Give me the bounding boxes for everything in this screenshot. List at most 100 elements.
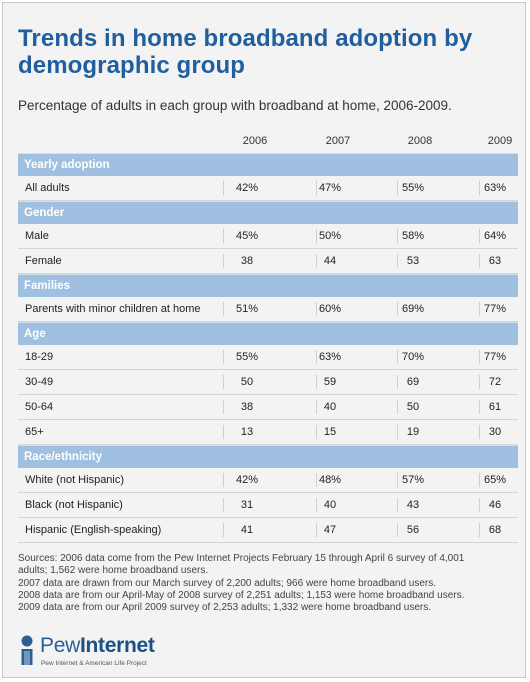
column-divider (397, 498, 398, 512)
column-divider (316, 302, 317, 316)
column-divider (479, 229, 480, 243)
table-cell-value: 31 (240, 499, 254, 511)
table-cell-value: 65% (483, 474, 507, 486)
column-header-year: 2009 (487, 135, 513, 147)
logo-tagline: Pew Internet & American Life Project (41, 660, 147, 667)
table-cell-value: 38 (240, 401, 254, 413)
column-divider (223, 375, 224, 389)
table-cell-value: 64% (483, 230, 507, 242)
table-cell-value: 68 (488, 524, 502, 536)
sources-note: Sources: 2006 data come from the Pew Int… (18, 553, 518, 614)
data-table: 2006 2007 2008 2009 Yearly adoption All adul… (18, 131, 518, 543)
table-cell-value: 38 (240, 255, 254, 267)
section-heading: Age (18, 322, 518, 345)
column-divider (223, 425, 224, 439)
logo-word-internet: Internet (79, 634, 155, 657)
table-cell-value: 61 (488, 401, 502, 413)
section-heading: Race/ethnicity (18, 445, 518, 468)
table-cell-value: 51% (235, 303, 259, 315)
table-body: Yearly adoption All adults 42% 47% 55% 63% Gen… (18, 153, 518, 543)
table-cell-value: 30 (488, 426, 502, 438)
column-divider (316, 229, 317, 243)
pew-internet-logo: PewInternet Pew Internet & American Life… (16, 631, 236, 671)
table-cell-value: 19 (406, 426, 420, 438)
table-cell-value: 15 (323, 426, 337, 438)
column-divider (397, 181, 398, 195)
section-heading: Families (18, 274, 518, 297)
row-label: 65+ (25, 426, 44, 438)
source-line: 2007 data are drawn from our March surve… (18, 577, 437, 589)
column-divider (479, 375, 480, 389)
source-line: 2009 data are from our April 2009 survey… (18, 602, 432, 614)
column-divider (223, 302, 224, 316)
column-divider (397, 375, 398, 389)
table-cell-value: 48% (318, 474, 342, 486)
table-row: 65+ 13 15 19 30 (18, 420, 518, 445)
table-cell-value: 42% (235, 474, 259, 486)
column-divider (479, 302, 480, 316)
column-divider (397, 425, 398, 439)
table-row: Black (not Hispanic) 31 40 43 46 (18, 493, 518, 518)
column-divider (316, 425, 317, 439)
column-divider (479, 473, 480, 487)
table-cell-value: 43 (406, 499, 420, 511)
table-cell-value: 47% (318, 182, 342, 194)
table-row: 50-64 38 40 50 61 (18, 395, 518, 420)
chart-panel: Trends in home broadband adoption by dem… (2, 2, 526, 678)
row-label: 30-49 (25, 376, 54, 388)
section-heading: Gender (18, 201, 518, 224)
column-divider (316, 523, 317, 537)
table-row: Male 45% 50% 58% 64% (18, 224, 518, 249)
source-line: 2008 data are from our April-May of 2008… (18, 589, 465, 601)
column-divider (223, 523, 224, 537)
column-divider (316, 375, 317, 389)
table-cell-value: 63% (318, 351, 342, 363)
column-divider (397, 473, 398, 487)
table-cell-value: 50 (240, 376, 254, 388)
column-divider (316, 181, 317, 195)
table-cell-value: 13 (240, 426, 254, 438)
table-cell-value: 69 (406, 376, 420, 388)
section-heading: Yearly adoption (18, 153, 518, 176)
column-divider (223, 254, 224, 268)
logo-wordmark: PewInternet (40, 634, 155, 658)
row-label: 50-64 (25, 401, 54, 413)
column-divider (397, 350, 398, 364)
column-divider (479, 400, 480, 414)
column-header-year: 2008 (407, 135, 433, 147)
column-divider (316, 350, 317, 364)
table-cell-value: 77% (483, 351, 507, 363)
table-row: White (not Hispanic) 42% 48% 57% 65% (18, 468, 518, 493)
column-divider (479, 181, 480, 195)
column-header-year: 2006 (242, 135, 268, 147)
table-cell-value: 47 (323, 524, 337, 536)
table-cell-value: 53 (406, 255, 420, 267)
year-header-row: 2006 2007 2008 2009 (18, 131, 518, 153)
row-label: Black (not Hispanic) (25, 499, 123, 511)
row-label: All adults (25, 182, 70, 194)
table-cell-value: 60% (318, 303, 342, 315)
source-line: Sources: 2006 data come from the Pew Int… (18, 553, 465, 564)
column-divider (479, 523, 480, 537)
row-label: Hispanic (English-speaking) (25, 524, 162, 536)
column-header-year: 2007 (325, 135, 351, 147)
column-divider (223, 229, 224, 243)
table-cell-value: 69% (401, 303, 425, 315)
table-cell-value: 58% (401, 230, 425, 242)
row-label: Female (25, 255, 62, 267)
column-divider (223, 181, 224, 195)
row-label: Male (25, 230, 49, 242)
chart-subtitle: Percentage of adults in each group with … (18, 98, 452, 113)
column-divider (316, 400, 317, 414)
column-divider (316, 473, 317, 487)
source-line: adults; 1,562 were home broadband users. (18, 565, 209, 577)
column-divider (223, 400, 224, 414)
table-row: Hispanic (English-speaking) 41 47 56 68 (18, 518, 518, 543)
column-divider (397, 523, 398, 537)
column-divider (223, 473, 224, 487)
table-cell-value: 55% (235, 351, 259, 363)
table-cell-value: 63% (483, 182, 507, 194)
table-cell-value: 50% (318, 230, 342, 242)
column-divider (316, 498, 317, 512)
table-cell-value: 42% (235, 182, 259, 194)
